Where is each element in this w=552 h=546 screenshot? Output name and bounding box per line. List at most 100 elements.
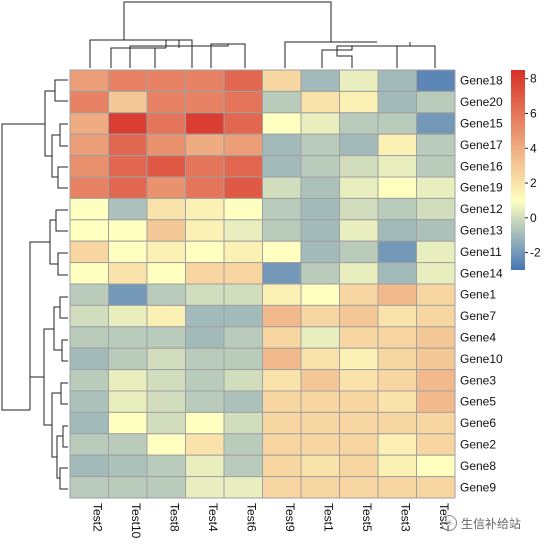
heatmap-cell	[339, 133, 379, 157]
heatmap-cell	[108, 283, 148, 306]
row-label: Gene18	[460, 74, 503, 88]
heatmap-cell	[69, 197, 109, 221]
row-label: Gene12	[460, 202, 503, 216]
heatmap-cell	[377, 411, 417, 435]
row-label: Gene7	[460, 309, 496, 323]
heatmap-cell	[108, 433, 148, 456]
heatmap-cell	[262, 90, 302, 114]
heatmap-cell	[339, 283, 379, 306]
heatmap-cell	[416, 155, 456, 178]
row-label: Gene4	[460, 331, 496, 345]
heatmap-cell	[416, 90, 456, 114]
heatmap-cell	[262, 326, 302, 349]
heatmap-cell	[300, 304, 340, 328]
heatmap-cell	[416, 369, 456, 392]
heatmap-cell	[223, 176, 263, 199]
heatmap-cell	[185, 347, 225, 371]
heatmap-cell	[377, 155, 417, 178]
column-label: Test8	[167, 503, 181, 532]
heatmap-cell	[185, 112, 225, 135]
heatmap-cell	[262, 133, 302, 157]
heatmap-cell	[377, 454, 417, 478]
heatmap-cell	[262, 476, 302, 499]
heatmap-cell	[262, 433, 302, 456]
heatmap-cell	[69, 369, 109, 392]
heatmap-cell	[69, 433, 109, 456]
heatmap-cell	[185, 133, 225, 157]
heatmap-cell	[416, 390, 456, 413]
heatmap-cell	[185, 283, 225, 306]
heatmap-cell	[262, 176, 302, 199]
heatmap-cell	[69, 454, 109, 478]
heatmap-cell	[377, 347, 417, 371]
heatmap-cell	[377, 433, 417, 456]
heatmap-cell	[377, 219, 417, 242]
heatmap-cell	[185, 454, 225, 478]
column-label: Test3	[398, 503, 412, 532]
heatmap-cell	[339, 155, 379, 178]
heatmap-cell	[223, 454, 263, 478]
heatmap-cell	[69, 69, 109, 92]
heatmap-cell	[339, 112, 379, 135]
heatmap-cell	[146, 326, 186, 349]
heatmap-cell	[108, 133, 148, 157]
heatmap-cell	[262, 369, 302, 392]
heatmap-cell	[69, 283, 109, 306]
heatmap-cell	[262, 112, 302, 135]
heatmap-cell	[300, 197, 340, 221]
heatmap-cell	[185, 240, 225, 264]
heatmap-cell	[262, 155, 302, 178]
heatmap-cell	[339, 176, 379, 199]
colorbar-tick-label: 6	[530, 106, 537, 120]
heatmap-cell	[185, 326, 225, 349]
heatmap-cell	[223, 326, 263, 349]
heatmap-cell	[300, 90, 340, 114]
heatmap-cell	[185, 69, 225, 92]
heatmap-cell	[185, 433, 225, 456]
column-label: Test2	[90, 503, 104, 532]
heatmap-cell	[108, 112, 148, 135]
heatmap-cell	[416, 304, 456, 328]
heatmap-cell	[339, 197, 379, 221]
row-label: Gene10	[460, 352, 503, 366]
heatmap-cell	[416, 433, 456, 456]
heatmap-cell	[146, 411, 186, 435]
color-legend: -2 0 2 4 6 8	[511, 70, 541, 270]
column-label: Test5	[360, 503, 374, 532]
heatmap-cell	[69, 155, 109, 178]
heatmap-cell	[262, 304, 302, 328]
heatmap-cell	[185, 176, 225, 199]
colorbar-tick-label: -2	[530, 246, 541, 260]
heatmap-cell	[416, 219, 456, 242]
heatmap-cell	[146, 197, 186, 221]
heatmap-cell	[339, 476, 379, 499]
heatmap-cell	[300, 219, 340, 242]
heatmap-cell	[416, 283, 456, 306]
heatmap-cell	[108, 347, 148, 371]
heatmap-cell	[416, 112, 456, 135]
column-label: Test1	[321, 503, 335, 532]
heatmap-cell	[185, 369, 225, 392]
heatmap-cell	[377, 90, 417, 114]
heatmap-cell	[339, 69, 379, 92]
heatmap-cell	[339, 240, 379, 264]
heatmap-cell	[69, 90, 109, 114]
heatmap-cell	[300, 326, 340, 349]
row-label: Gene3	[460, 373, 496, 387]
column-labels: Test2 Test10 Test8 Test4 Test6 Test9 Test1 Test…	[90, 503, 451, 539]
heatmap-cell	[69, 476, 109, 499]
heatmap-cell	[108, 240, 148, 264]
row-label: Gene13	[460, 224, 503, 238]
heatmap-cell	[377, 69, 417, 92]
heatmap-cell	[300, 155, 340, 178]
heatmap-cell	[300, 176, 340, 199]
heatmap-cell	[223, 155, 263, 178]
heatmap-cell	[262, 411, 302, 435]
row-label: Gene9	[460, 480, 496, 494]
heatmap-cell	[146, 219, 186, 242]
heatmap-cell	[339, 304, 379, 328]
heatmap-cell	[339, 219, 379, 242]
heatmap-cell	[223, 69, 263, 92]
heatmap-cell	[377, 304, 417, 328]
heatmap-cell	[108, 176, 148, 199]
